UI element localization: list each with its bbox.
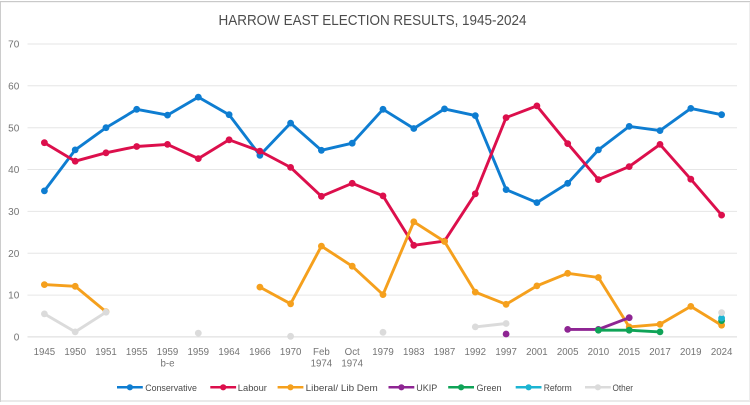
svg-text:1955: 1955 [126, 347, 148, 358]
svg-text:2010: 2010 [588, 347, 610, 358]
svg-text:50: 50 [8, 123, 20, 134]
svg-text:HARROW EAST ELECTION RESULTS,: HARROW EAST ELECTION RESULTS, 1945-2024 [219, 13, 527, 29]
svg-text:1959: 1959 [188, 347, 210, 358]
svg-text:1964: 1964 [218, 347, 240, 358]
svg-text:2017: 2017 [649, 347, 671, 358]
svg-text:Oct: Oct [345, 347, 360, 358]
svg-text:2015: 2015 [618, 347, 640, 358]
svg-text:40: 40 [8, 165, 20, 176]
svg-text:1974: 1974 [311, 358, 333, 369]
svg-text:1945: 1945 [34, 347, 56, 358]
svg-text:1979: 1979 [372, 347, 394, 358]
svg-text:2005: 2005 [557, 347, 579, 358]
svg-text:Labour: Labour [238, 383, 267, 394]
svg-text:0: 0 [14, 333, 20, 344]
svg-text:70: 70 [8, 40, 20, 51]
svg-text:1951: 1951 [95, 347, 117, 358]
svg-text:Reform: Reform [544, 383, 572, 394]
svg-text:Other: Other [613, 383, 634, 394]
svg-text:1970: 1970 [280, 347, 302, 358]
svg-text:60: 60 [8, 81, 20, 92]
svg-text:1959: 1959 [157, 347, 179, 358]
svg-text:2024: 2024 [711, 347, 733, 358]
svg-text:1983: 1983 [403, 347, 425, 358]
svg-text:2001: 2001 [526, 347, 548, 358]
svg-text:UKIP: UKIP [416, 383, 437, 394]
svg-text:1966: 1966 [249, 347, 271, 358]
svg-text:Green: Green [477, 383, 502, 394]
svg-text:1950: 1950 [64, 347, 86, 358]
svg-text:b-e: b-e [160, 358, 174, 369]
svg-text:30: 30 [8, 207, 20, 218]
svg-text:1997: 1997 [495, 347, 517, 358]
svg-text:20: 20 [8, 249, 20, 260]
svg-text:1974: 1974 [341, 358, 363, 369]
svg-text:Conservative: Conservative [145, 383, 197, 394]
svg-text:Liberal/ Lib Dem: Liberal/ Lib Dem [306, 383, 378, 394]
svg-text:1992: 1992 [465, 347, 487, 358]
svg-text:2019: 2019 [680, 347, 702, 358]
svg-text:10: 10 [8, 291, 20, 302]
svg-text:1987: 1987 [434, 347, 456, 358]
svg-text:Feb: Feb [313, 347, 330, 358]
